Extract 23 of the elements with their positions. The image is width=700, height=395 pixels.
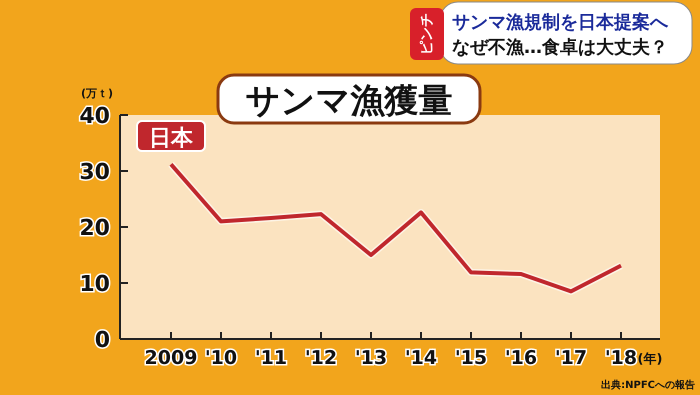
y-tick-label: 30 xyxy=(79,160,110,185)
text: サンマ漁規制を日本提案へ xyxy=(452,12,669,33)
series-label: 日本 xyxy=(149,126,194,151)
y-tick-label: 40 xyxy=(79,104,110,129)
x-tick-label: '10 xyxy=(204,347,238,369)
x-tick-label: '15 xyxy=(454,347,488,369)
x-axis-title: (年) xyxy=(638,352,662,367)
x-tick-label: '12 xyxy=(304,347,338,369)
x-tick-label: '17 xyxy=(554,347,588,369)
x-tick-label: 2009 xyxy=(144,347,198,369)
y-tick-label: 0 xyxy=(94,328,110,353)
y-tick-label: 10 xyxy=(79,272,110,297)
x-tick-label: '16 xyxy=(504,347,538,369)
text: ピンチ xyxy=(418,13,435,55)
y-axis-title: (万ｔ) xyxy=(80,87,114,100)
x-tick-label: '18 xyxy=(604,347,638,369)
source-note: 出典:NPFCへの報告 xyxy=(601,379,695,391)
x-tick-label: '11 xyxy=(254,347,288,369)
y-tick-label: 20 xyxy=(79,216,110,241)
chart-title: サンマ漁獲量 xyxy=(246,81,452,121)
x-tick-label: '13 xyxy=(354,347,388,369)
text: なぜ不漁…食卓は大丈夫？ xyxy=(452,37,668,58)
x-tick-label: '14 xyxy=(404,347,438,369)
